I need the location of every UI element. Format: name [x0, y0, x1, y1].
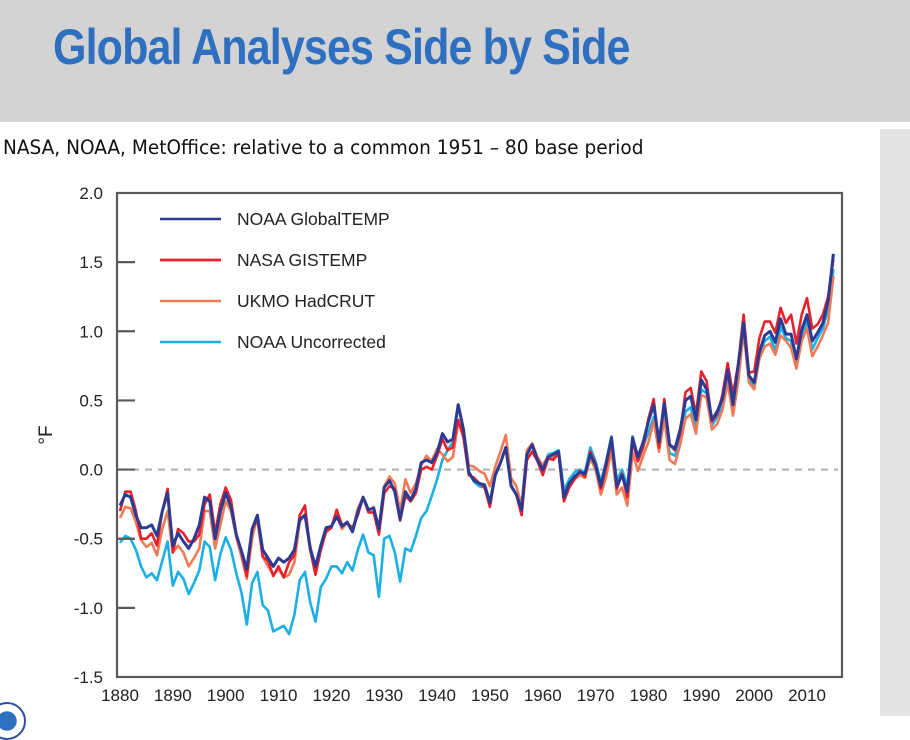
x-tick-label: 1980 [630, 686, 668, 705]
x-tick-label: 1990 [682, 686, 720, 705]
y-tick-label: -0.5 [74, 530, 103, 549]
legend-label: NOAA GlobalTEMP [237, 209, 390, 229]
y-tick-label: 2.0 [79, 184, 103, 203]
legend-label: UKMO HadCRUT [237, 291, 375, 311]
y-tick-label: -1.0 [74, 599, 103, 618]
title-bar: Global Analyses Side by Side [0, 0, 910, 122]
y-tick-label: -1.5 [74, 668, 103, 687]
x-tick-label: 1910 [260, 686, 298, 705]
x-tick-label: 1930 [365, 686, 403, 705]
slide-title: Global Analyses Side by Side [53, 19, 630, 75]
y-tick-label: 0.5 [79, 391, 103, 410]
x-ticks: 1880 1890 1900 1910 1920 1930 1940 1950 1960 1970… [101, 686, 826, 705]
x-tick-label: 1900 [207, 686, 245, 705]
slide-subtitle: NASA, NOAA, MetOffice: relative to a com… [3, 136, 644, 159]
series-line-noaa-uncorrected [118, 268, 835, 636]
plot-frame [115, 191, 844, 679]
series-layer [118, 253, 835, 636]
y-tick-label: 1.0 [79, 322, 103, 341]
legend-label: NOAA Uncorrected [237, 332, 386, 352]
series-line-noaa-globaltemp [118, 253, 835, 571]
x-tick-label: 1890 [154, 686, 192, 705]
x-tick-label: 1950 [471, 686, 509, 705]
x-tick-label: 1960 [524, 686, 562, 705]
y-tick-label: 1.5 [79, 253, 103, 272]
series-line-nasa-gistemp [118, 259, 835, 579]
legend-label: NASA GISTEMP [237, 250, 367, 270]
x-tick-label: 1970 [577, 686, 615, 705]
x-tick-label: 2000 [735, 686, 773, 705]
x-tick-label: 1880 [101, 686, 139, 705]
x-tick-label: 2010 [788, 686, 826, 705]
y-ticks: -1.5 -1.0 -0.5 0.0 0.5 1.0 1.5 2.0 [74, 184, 135, 687]
x-tick-label: 1920 [312, 686, 350, 705]
y-tick-label: 0.0 [79, 461, 103, 480]
series-line-ukmo-hadcrut [118, 275, 835, 581]
temperature-anomaly-chart: -1.5 -1.0 -0.5 0.0 0.5 1.0 1.5 2.0 1880 1890 1900… [36, 184, 844, 705]
y-axis-label: °F [36, 425, 57, 444]
legend: NOAA GlobalTEMP NASA GISTEMP UKMO HadCRUT N… [160, 209, 390, 352]
x-tick-label: 1940 [418, 686, 456, 705]
side-panel [880, 129, 910, 716]
